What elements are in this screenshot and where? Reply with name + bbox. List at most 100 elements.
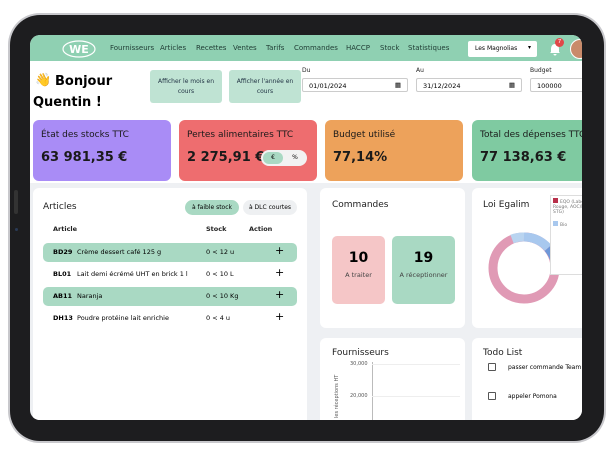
unit-toggle[interactable]: €% — [261, 150, 307, 166]
to-label: Au — [416, 67, 424, 74]
site-name: Les Magnolias — [475, 45, 518, 52]
from-value: 01/01/2024 — [309, 82, 347, 90]
article-name: Naranja — [77, 292, 103, 300]
order-box[interactable]: 10 A traiter — [332, 236, 385, 304]
article-name: Poudre protéine lait enrichie — [77, 314, 169, 322]
article-row: AB11 Naranja 0 < 10 Kg + — [43, 287, 297, 306]
budget-input[interactable]: 100000 — [530, 78, 582, 92]
article-name: Crème dessert café 125 g — [77, 248, 162, 256]
logo: WE — [62, 40, 96, 58]
order-box[interactable]: 19 A réceptionner — [392, 236, 455, 304]
calendar-icon: ▦ — [508, 81, 515, 89]
column-header: Article — [53, 225, 78, 233]
notification-badge: 7 — [555, 38, 564, 47]
budget-label: Budget — [530, 67, 552, 74]
article-stock: 0 < 4 u — [206, 314, 231, 322]
card-title: Budget utilisé — [333, 130, 396, 140]
toggle-option[interactable]: % — [292, 154, 298, 161]
site-select[interactable]: Les Magnolias ▾ — [468, 41, 537, 57]
legend-swatch — [553, 221, 558, 226]
checkbox[interactable] — [488, 392, 496, 400]
article-code: AB11 — [53, 292, 73, 300]
stat-card: État des stocks TTC 63 981,35 € — [33, 120, 171, 181]
article-code: DH13 — [53, 314, 73, 322]
to-input[interactable]: 31/12/2024 ▦ — [416, 78, 522, 92]
todo-text: appeler Pomona — [508, 393, 557, 400]
add-button[interactable]: + — [275, 244, 285, 257]
orders-panel: Commandes 10 A traiter 19 A réceptionner — [320, 188, 465, 328]
nav-item[interactable]: Fournisseurs — [110, 44, 155, 52]
grid-line — [372, 364, 460, 365]
y-tick-label: 30,000 — [350, 361, 368, 367]
suppliers-title: Fournisseurs — [332, 348, 389, 358]
nav-item[interactable]: Commandes — [294, 44, 338, 52]
article-stock: 0 < 10 Kg — [206, 292, 239, 300]
add-button[interactable]: + — [275, 288, 285, 301]
greeting: Bonjour — [55, 74, 113, 89]
donut-legend: EQO (Label Rouge, AOC/IGP, STG) Bio — [550, 195, 582, 275]
grid-line — [372, 396, 460, 397]
from-label: Du — [302, 67, 311, 74]
stat-card: Pertes alimentaires TTC 2 275,91 € €% — [179, 120, 317, 181]
todo-title: Todo List — [483, 348, 523, 358]
y-axis-label: les réceptions HT — [334, 374, 340, 418]
order-count: 19 — [413, 250, 434, 266]
card-title: Total des dépenses TTC — [480, 130, 582, 140]
svg-text:WE: WE — [69, 43, 89, 56]
stat-card: Total des dépenses TTC 77 138,63 € — [472, 120, 582, 181]
side-button — [14, 190, 18, 214]
y-tick-label: 20,000 — [350, 393, 368, 399]
add-button[interactable]: + — [275, 266, 285, 279]
nav-item[interactable]: Stock — [380, 44, 400, 52]
order-count: 10 — [348, 250, 369, 266]
avatar[interactable] — [570, 39, 582, 59]
wave-emoji: 👋 — [35, 73, 52, 88]
legend-label: EQO (Label Rouge, AOC/IGP, STG) — [553, 200, 582, 215]
add-button[interactable]: + — [275, 310, 285, 323]
article-code: BD29 — [53, 248, 73, 256]
column-header: Action — [249, 225, 273, 233]
legend-swatch — [553, 198, 558, 203]
card-value: 2 275,91 € — [187, 150, 265, 165]
egalim-panel: Loi Egalim EQO (Label Rouge, AOC/IGP, ST… — [472, 188, 582, 328]
to-value: 31/12/2024 — [423, 82, 461, 90]
nav-item[interactable]: Articles — [160, 44, 187, 52]
article-row: DH13 Poudre protéine lait enrichie 0 < 4 u… — [43, 309, 297, 328]
tab-low-stock[interactable]: à faible stock — [185, 200, 239, 215]
tab-short-dlc[interactable]: à DLC courtes — [243, 200, 297, 215]
card-title: État des stocks TTC — [41, 130, 129, 140]
from-input[interactable]: 01/01/2024 ▦ — [302, 78, 408, 92]
article-stock: 0 < 10 L — [206, 270, 234, 278]
article-row: BL01 Lait demi écrémé UHT en brick 1 l 0 <… — [43, 265, 297, 284]
nav-item[interactable]: Statistiques — [408, 44, 450, 52]
orders-title: Commandes — [332, 200, 389, 210]
toggle-option[interactable]: € — [263, 152, 283, 164]
camera — [15, 228, 18, 231]
legend-item: Bio — [553, 221, 582, 228]
order-label: A réceptionner — [399, 271, 448, 279]
legend-item: EQO (Label Rouge, AOC/IGP, STG) — [553, 198, 582, 215]
article-row: BD29 Crème dessert café 125 g 0 < 12 u + — [43, 243, 297, 262]
todo-text: passer commande Team Ou — [508, 364, 582, 371]
todo-panel: Todo List passer commande Team Ou appeler… — [472, 338, 582, 420]
card-title: Pertes alimentaires TTC — [187, 130, 294, 140]
article-name: Lait demi écrémé UHT en brick 1 l — [77, 270, 188, 278]
article-stock: 0 < 12 u — [206, 248, 235, 256]
nav-item[interactable]: Tarifs — [266, 44, 285, 52]
screen: WE Fournisseurs Articles Recettes Ventes Tar… — [30, 35, 582, 420]
egalim-title: Loi Egalim — [483, 200, 530, 210]
month-button[interactable]: Afficher le mois en cours — [150, 70, 222, 103]
calendar-icon: ▦ — [394, 81, 401, 89]
articles-title: Articles — [43, 202, 77, 212]
card-value: 63 981,35 € — [41, 150, 128, 165]
article-code: BL01 — [53, 270, 72, 278]
nav-item[interactable]: Ventes — [233, 44, 257, 52]
nav-item[interactable]: Recettes — [196, 44, 227, 52]
checkbox[interactable] — [488, 363, 496, 371]
year-button[interactable]: Afficher l'année en cours — [229, 70, 301, 103]
greeting-name: Quentin ! — [33, 95, 102, 110]
card-value: 77,14% — [333, 150, 388, 165]
nav-item[interactable]: HACCP — [346, 44, 370, 52]
